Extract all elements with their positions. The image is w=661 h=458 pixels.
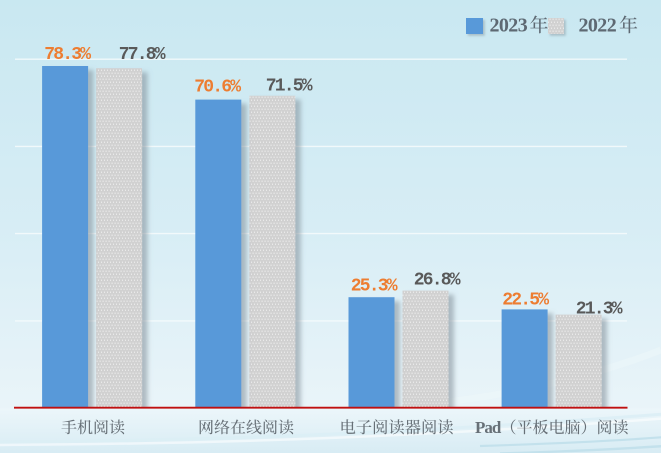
svg-text:21.3%: 21.3% [576, 300, 623, 320]
svg-text:2023: 2023 [490, 15, 528, 37]
svg-text:77.8%: 77.8% [119, 45, 166, 65]
svg-text:71.5%: 71.5% [266, 76, 313, 96]
svg-text:78.3%: 78.3% [44, 45, 91, 65]
svg-text:Pad: Pad [475, 418, 502, 437]
svg-text:22.5%: 22.5% [502, 290, 549, 310]
svg-text:2022: 2022 [579, 15, 617, 37]
svg-text:26.8%: 26.8% [414, 271, 461, 291]
svg-text:25.3%: 25.3% [351, 277, 398, 297]
svg-text:70.6%: 70.6% [194, 77, 241, 97]
